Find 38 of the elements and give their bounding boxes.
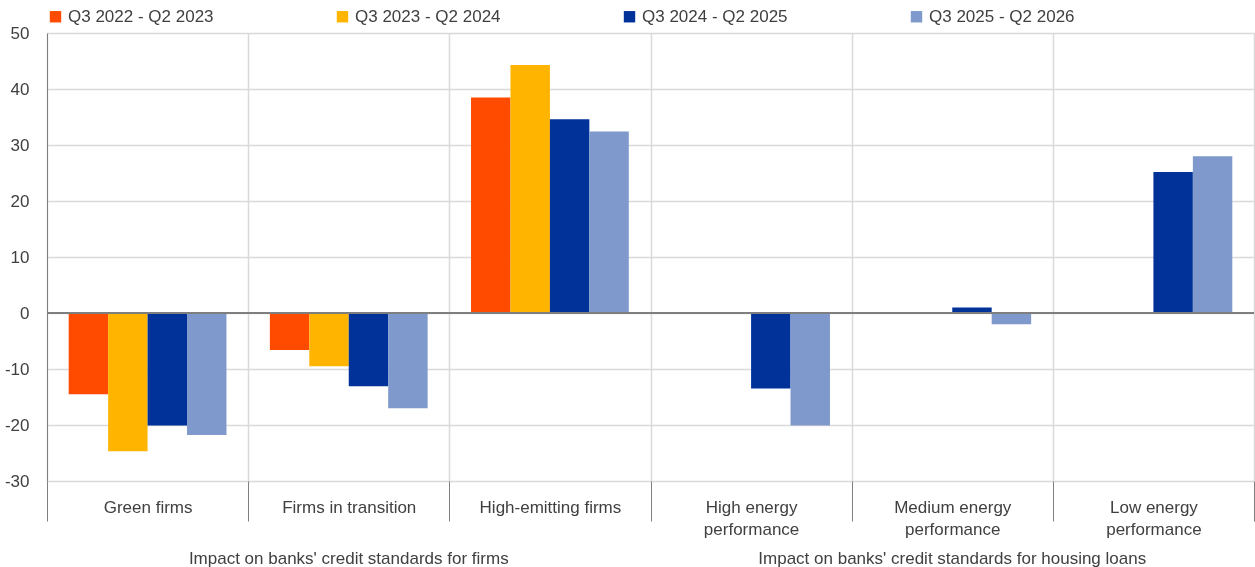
bar xyxy=(471,97,511,313)
bar xyxy=(589,131,629,313)
x-tick-label: Low energy performance xyxy=(1106,497,1202,539)
bar xyxy=(751,313,791,389)
legend-label: Q3 2023 - Q2 2024 xyxy=(355,6,501,26)
bar xyxy=(68,313,109,395)
bar xyxy=(269,313,310,350)
x-tick-label: High energy performance xyxy=(703,497,800,539)
y-tick-label: 30 xyxy=(10,135,30,155)
bar xyxy=(1192,156,1233,313)
legend-label: Q3 2025 - Q2 2026 xyxy=(929,6,1075,26)
y-tick-label: 10 xyxy=(10,247,30,267)
legend-label: Q3 2024 - Q2 2025 xyxy=(642,6,788,26)
x-tick-label: Medium energy performance xyxy=(894,497,1012,539)
bar xyxy=(187,313,227,436)
bar xyxy=(309,313,349,367)
x-tick-label: Firms in transition xyxy=(282,497,417,517)
y-tick-label: -20 xyxy=(4,415,30,435)
y-tick-label: -30 xyxy=(4,471,30,491)
y-tick-label: 40 xyxy=(10,79,30,99)
bar xyxy=(510,64,550,313)
text: Impact on banks' credit standards for housing loans xyxy=(758,549,1147,567)
y-tick-label: 20 xyxy=(10,191,30,211)
x-tick-label: Green firms xyxy=(103,497,193,517)
bar xyxy=(790,313,830,426)
text: Impact on banks' credit standards for firms xyxy=(188,549,509,567)
legend-label: Q3 2022 - Q2 2023 xyxy=(68,6,214,26)
x-tick-label: High-emitting firms xyxy=(479,497,622,517)
bar xyxy=(952,307,992,313)
bar xyxy=(549,119,590,313)
bar xyxy=(1153,171,1193,313)
bar xyxy=(348,313,389,387)
y-tick-label: 0 xyxy=(20,303,30,323)
bar xyxy=(388,313,428,409)
bar xyxy=(108,313,148,452)
y-tick-label: 50 xyxy=(10,23,30,43)
y-tick-label: -10 xyxy=(4,359,30,379)
bar xyxy=(147,313,188,426)
